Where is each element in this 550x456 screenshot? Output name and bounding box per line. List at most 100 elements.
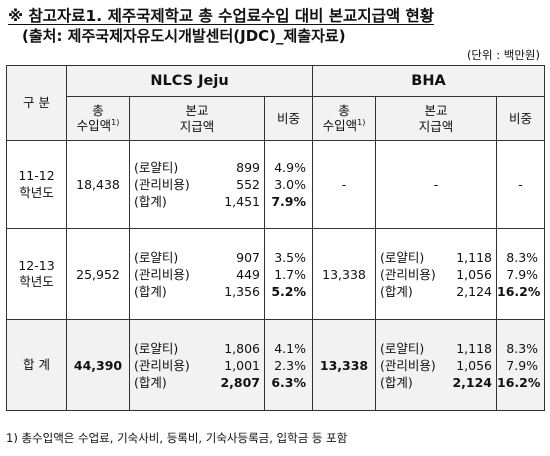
ratio-value: 4.9%: [274, 160, 306, 175]
payment-line: (합계) 2,124: [376, 374, 496, 391]
bha-ratio: 8.3% 7.9% 16.2%: [495, 228, 546, 320]
item-name: (로얄티): [134, 340, 179, 356]
item-name: (관리비용): [134, 177, 190, 192]
unit-label: (단위 : 백만원): [466, 48, 540, 62]
header-total-revenue: 총 수입액1): [66, 96, 130, 141]
header-payment: 본교 지급액: [129, 96, 265, 141]
bha-ratio: -: [495, 140, 546, 229]
header-ratio: 비중: [264, 96, 313, 141]
item-name: (관리비용): [134, 266, 190, 282]
footnote-mark: 1): [111, 118, 120, 128]
ratio-value: 2.3%: [274, 357, 306, 373]
nlcs-revenue: 25,952: [66, 228, 130, 320]
bha-ratio: 8.3% 7.9% 16.2%: [495, 319, 546, 411]
payment-line: (로얄티) 899: [130, 159, 264, 176]
header-group-nlcs: NLCS Jeju: [66, 65, 313, 97]
payment-line: (관리비용) 552: [130, 176, 264, 193]
header-ratio: 비중: [495, 96, 546, 141]
ratio-value: 4.1%: [274, 340, 306, 356]
item-name: (로얄티): [134, 160, 179, 175]
nlcs-payment: (로얄티) 907 (관리비용) 449 (합계) 1,356: [129, 228, 265, 320]
document-title: ※ 참고자료1. 제주국제학교 총 수업료수입 대비 본교지급액 현황: [8, 7, 435, 25]
row-label: 11-12 학년도: [6, 140, 67, 229]
item-amount: 2,807: [220, 374, 260, 390]
item-amount: 2,124: [456, 283, 492, 299]
payment-line: (합계) 2,807: [130, 374, 264, 391]
ratio-total: 5.2%: [271, 283, 306, 299]
bha-payment: (로얄티) 1,118 (관리비용) 1,056 (합계) 2,124: [375, 228, 497, 320]
nlcs-payment: (로얄티) 1,806 (관리비용) 1,001 (합계) 2,807: [129, 319, 265, 411]
item-amount: 1,056: [456, 357, 492, 373]
header-group-bha: BHA: [311, 65, 546, 97]
item-name: (로얄티): [380, 340, 425, 356]
item-name: (로얄티): [380, 249, 425, 265]
item-amount: 449: [236, 266, 260, 282]
item-amount: 1,118: [456, 340, 492, 356]
nlcs-ratio: 3.5% 1.7% 5.2%: [264, 228, 313, 320]
payment-line: (관리비용) 1,056: [376, 357, 496, 374]
header-total-revenue-label: 총 수입액: [76, 102, 112, 134]
payment-line: (로얄티) 1,118: [376, 340, 496, 357]
item-amount: 1,056: [456, 266, 492, 282]
ratio-total: 6.3%: [271, 374, 306, 390]
ratio-value: 3.0%: [274, 177, 306, 192]
nlcs-revenue: 44,390: [66, 319, 130, 411]
payment-line: (관리비용) 449: [130, 266, 264, 283]
nlcs-payment: (로얄티) 899 (관리비용) 552 (합계) 1,451: [129, 140, 265, 229]
item-name: (관리비용): [380, 357, 436, 373]
ratio-value: 8.3%: [506, 249, 539, 265]
nlcs-ratio: 4.9% 3.0% 7.9%: [264, 140, 313, 229]
payment-line: (관리비용) 1,001: [130, 357, 264, 374]
item-amount: 552: [236, 177, 260, 192]
payment-line: (합계) 1,451: [130, 193, 264, 210]
item-name: (관리비용): [380, 266, 436, 282]
bha-payment: (로얄티) 1,118 (관리비용) 1,056 (합계) 2,124: [375, 319, 497, 411]
payment-line: (합계) 1,356: [130, 283, 264, 300]
footnote: 1) 총수입액은 수업료, 기숙사비, 등록비, 기숙사등록금, 입학금 등 포…: [6, 431, 348, 445]
item-name: (로얄티): [134, 249, 179, 265]
item-name: (합계): [380, 374, 413, 390]
table-row: 12-13 학년도 25,952 (로얄티) 907 (관리비용) 449 (합계) 1…: [6, 228, 546, 320]
payment-line: (합계) 2,124: [376, 283, 496, 300]
row-label: 12-13 학년도: [6, 228, 67, 320]
payment-line: (관리비용) 1,056: [376, 266, 496, 283]
header-total-revenue: 총 수입액1): [312, 96, 376, 141]
header-payment: 본교 지급액: [375, 96, 497, 141]
item-amount: 907: [236, 249, 260, 265]
bha-revenue: 13,338: [312, 319, 376, 411]
ratio-total: 16.2%: [497, 283, 541, 299]
payment-line: (로얄티) 907: [130, 249, 264, 266]
bha-payment: -: [375, 140, 497, 229]
item-amount: 899: [236, 160, 260, 175]
bha-revenue: 13,338: [312, 228, 376, 320]
item-amount: 1,001: [224, 357, 260, 373]
table-row-total: 합 계 44,390 (로얄티) 1,806 (관리비용) 1,001 (합계) 2,…: [6, 319, 546, 411]
payment-line: (로얄티) 1,118: [376, 249, 496, 266]
nlcs-revenue: 18,438: [66, 140, 130, 229]
item-amount: 1,118: [456, 249, 492, 265]
payment-line: (로얄티) 1,806: [130, 340, 264, 357]
item-name: (합계): [134, 194, 167, 209]
ratio-value: 1.7%: [274, 266, 306, 282]
item-amount: 1,806: [224, 340, 260, 356]
item-amount: 1,451: [224, 194, 260, 209]
nlcs-ratio: 4.1% 2.3% 6.3%: [264, 319, 313, 411]
ratio-value: 8.3%: [506, 340, 539, 356]
row-label: 합 계: [6, 319, 67, 411]
item-name: (관리비용): [134, 357, 190, 373]
ratio-total: 16.2%: [497, 374, 541, 390]
header-row-label: 구 분: [6, 65, 67, 141]
ratio-value: 7.9%: [506, 357, 539, 373]
item-amount: 1,356: [224, 283, 260, 299]
header-total-revenue-label: 총 수입액: [322, 102, 358, 134]
ratio-total: 7.9%: [271, 194, 306, 209]
table-row: 11-12 학년도 18,438 (로얄티) 899 (관리비용) 552 (합계) 1…: [6, 140, 546, 229]
item-name: (합계): [134, 374, 167, 390]
footnote-mark: 1): [357, 118, 366, 128]
source-note: (출처: 제주국제자유도시개발센터(JDC)_제출자료): [22, 27, 346, 45]
comparison-table: 구 분 NLCS Jeju BHA 총 수입액1) 본교 지급액 비중 총 수입액1)…: [6, 65, 546, 411]
item-amount: 2,124: [452, 374, 492, 390]
bha-revenue: -: [312, 140, 376, 229]
item-name: (합계): [380, 283, 413, 299]
ratio-value: 3.5%: [274, 249, 306, 265]
